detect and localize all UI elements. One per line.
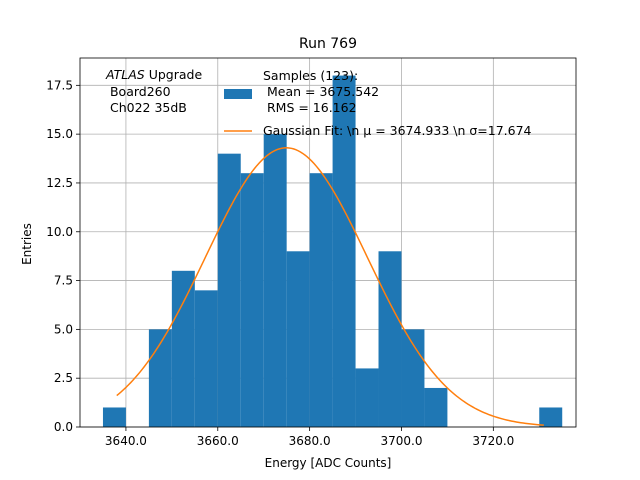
- histogram-bar: [286, 251, 310, 427]
- legend-rms-label: RMS = 16.162: [263, 100, 357, 115]
- x-tick-label: 3660.0: [197, 434, 239, 448]
- upgrade-label: Upgrade: [145, 67, 203, 82]
- histogram-bars: [102, 75, 563, 428]
- histogram-bar: [539, 407, 563, 427]
- histogram-bar: [263, 134, 287, 427]
- x-tick-label: 3700.0: [380, 434, 422, 448]
- plot-frame: [79, 57, 577, 428]
- legend-histogram-patch: [224, 89, 252, 99]
- histogram-bar: [355, 368, 379, 427]
- legend-fit-label: Gaussian Fit: \n μ = 3674.933 \n σ=17.67…: [263, 123, 532, 138]
- histogram-bar: [240, 173, 264, 427]
- y-tick-label: 7.5: [54, 274, 73, 288]
- histogram-bar: [102, 407, 126, 427]
- y-tick-label: 12.5: [46, 176, 73, 190]
- atlas-annotation: ATLAS Upgrade Board260 Ch022 35dB: [105, 67, 202, 115]
- histogram-bar: [378, 251, 402, 427]
- x-tick-label: 3680.0: [289, 434, 331, 448]
- x-tick-label: 3640.0: [105, 434, 147, 448]
- x-axis-ticks: 3640.0 3660.0 3680.0 3700.0 3720.0: [105, 427, 514, 448]
- y-tick-label: 0.0: [54, 420, 73, 434]
- atlas-label: ATLAS: [105, 67, 145, 82]
- histogram-bar: [332, 75, 356, 428]
- y-tick-label: 15.0: [46, 127, 73, 141]
- board-label: Board260: [106, 84, 171, 99]
- legend-mean-label: Mean = 3675.542: [263, 84, 379, 99]
- histogram-bar: [309, 173, 333, 427]
- histogram-bar: [424, 387, 448, 427]
- histogram-bar: [194, 290, 218, 427]
- channel-label: Ch022 35dB: [106, 100, 187, 115]
- legend: Samples (123): Mean = 3675.542 RMS = 16.…: [224, 68, 532, 138]
- y-tick-label: 2.5: [54, 371, 73, 385]
- chart-title: Run 769: [299, 36, 357, 52]
- legend-samples-label: Samples (123):: [263, 68, 358, 83]
- x-axis-label: Energy [ADC Counts]: [265, 456, 392, 470]
- y-tick-label: 5.0: [54, 322, 73, 336]
- histogram-bar: [171, 270, 195, 427]
- y-axis-ticks: 0.0 2.5 5.0 7.5 10.0 12.5 15.0 17.5: [46, 78, 80, 434]
- histogram-bar: [148, 329, 172, 427]
- x-tick-label: 3720.0: [472, 434, 514, 448]
- histogram-bar: [217, 153, 241, 427]
- gaussian-fit-curve: [116, 147, 544, 426]
- y-tick-label: 17.5: [46, 78, 73, 92]
- y-tick-label: 10.0: [46, 225, 73, 239]
- svg-text:ATLAS Upgrade: ATLAS Upgrade: [105, 67, 202, 82]
- y-axis-label: Entries: [20, 223, 34, 265]
